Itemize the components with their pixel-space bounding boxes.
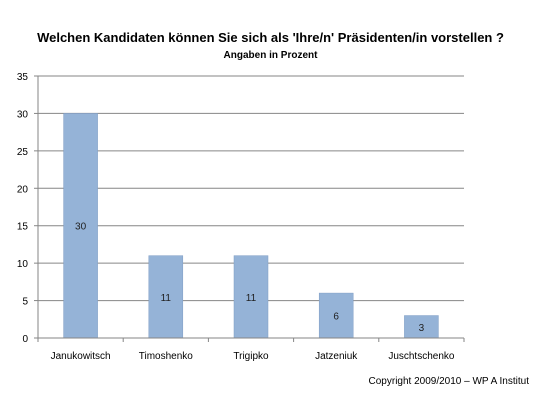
x-tick-label: Timoshenko xyxy=(139,351,194,362)
data-label: 11 xyxy=(161,293,172,304)
chart-title: Welchen Kandidaten können Sie sich als '… xyxy=(37,30,504,45)
y-tick-label: 30 xyxy=(17,109,29,120)
y-tick-label: 5 xyxy=(22,297,28,308)
x-tick-label: Janukowitsch xyxy=(51,351,111,362)
data-label: 3 xyxy=(419,323,425,334)
x-tick-label: Trigipko xyxy=(233,351,269,362)
axes xyxy=(34,75,465,342)
y-tick-label: 25 xyxy=(17,147,29,158)
copyright-note: Copyright 2009/2010 – WP A Institut xyxy=(368,376,529,387)
chart-subtitle: Angaben in Prozent xyxy=(223,50,318,61)
data-label: 11 xyxy=(246,293,257,304)
labels: 0 5 10 15 20 25 30 35 30 Janukowitsch 11 Timoshenko… xyxy=(17,72,455,362)
y-tick-label: 10 xyxy=(17,259,29,270)
y-tick-label: 15 xyxy=(17,222,29,233)
gridlines xyxy=(38,75,464,302)
y-tick-label: 0 xyxy=(22,334,28,345)
y-tick-label: 20 xyxy=(17,184,29,195)
bars xyxy=(63,113,439,339)
y-tick-label: 35 xyxy=(17,72,29,83)
x-tick-label: Juschtschenko xyxy=(388,351,455,362)
data-label: 30 xyxy=(75,222,87,233)
data-label: 6 xyxy=(333,312,339,323)
bar-janukowitsch xyxy=(63,113,98,339)
x-tick-label: Jatzeniuk xyxy=(315,351,358,362)
